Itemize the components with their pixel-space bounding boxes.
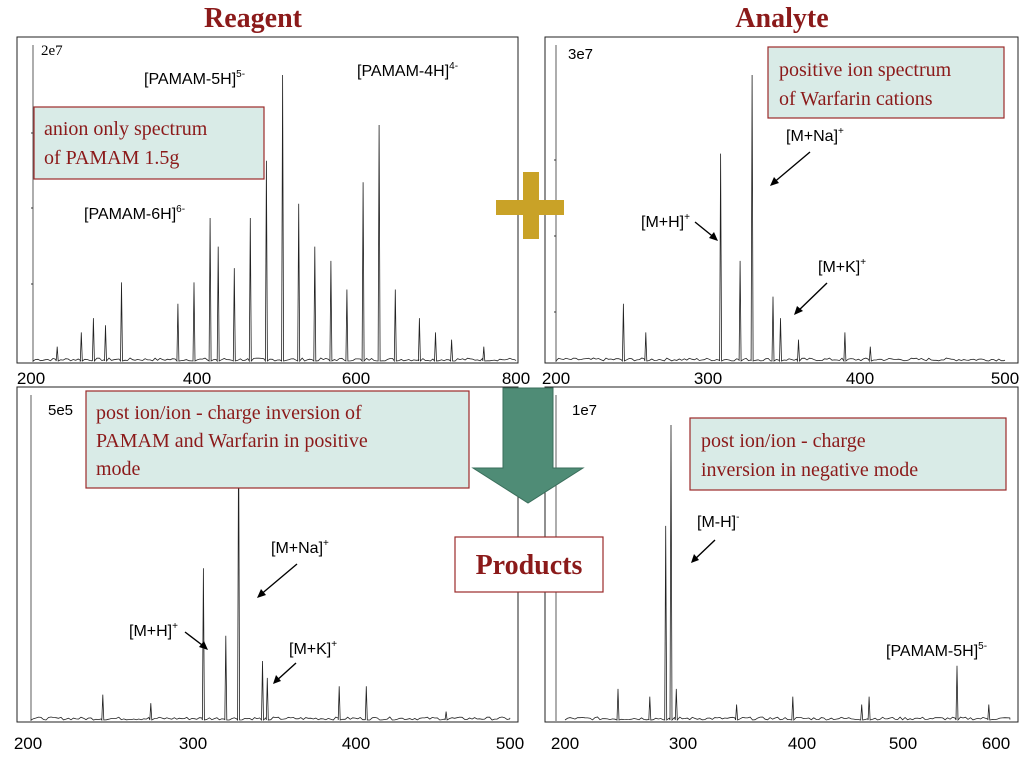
reagent-x-tick: 800 [502, 369, 530, 388]
reagent-x-tick: 600 [342, 369, 370, 388]
peak-label-m-na: [M+Na]+ [786, 126, 844, 145]
plus-icon [496, 172, 564, 239]
analyte-callout: positive ion spectrum of Warfarin cation… [767, 46, 1005, 119]
svg-text:anion only spectrum: anion only spectrum [44, 118, 208, 140]
peak-label-m-h: [M+H]+ [129, 621, 178, 640]
products-heading: Products [476, 550, 583, 581]
positive-x-tick: 500 [496, 734, 524, 753]
negative-x-tick: 300 [669, 734, 697, 753]
analyte-spectrum-trace [555, 74, 1006, 363]
products-label-box: Products [454, 536, 604, 593]
analyte-x-tick: 200 [542, 369, 570, 388]
analyte-x-tick: 300 [694, 369, 722, 388]
peak-label-m-na: [M+Na]+ [271, 538, 329, 557]
positive-products-callout: post ion/ion - charge inversion of PAMAM… [85, 390, 470, 489]
svg-text:inversion in negative mode: inversion in negative mode [701, 459, 918, 481]
negative-intensity-scale: 1e7 [572, 402, 597, 419]
peak-label-m-k: [M+K]+ [818, 257, 866, 276]
analyte-intensity-scale: 3e7 [568, 46, 593, 63]
reagent-spectrum-trace [32, 74, 517, 363]
reagent-y-axis [31, 45, 34, 362]
negative-pointer-arrows [691, 539, 716, 563]
svg-text:positive ion spectrum: positive ion spectrum [779, 59, 952, 81]
negative-product-spectrum-trace [564, 424, 1011, 722]
reagent-x-tick: 200 [17, 369, 45, 388]
peak-label-m-minus-h: [M-H]- [697, 512, 739, 531]
reagent-x-tick: 400 [183, 369, 211, 388]
analyte-x-tick: 400 [846, 369, 874, 388]
positive-intensity-scale: 5e5 [48, 402, 73, 419]
positive-product-spectrum-trace [30, 424, 511, 722]
positive-x-tick: 400 [342, 734, 370, 753]
analyte-heading: Analyte [735, 3, 828, 34]
down-arrow-icon [471, 387, 585, 504]
svg-text:of PAMAM 1.5g: of PAMAM 1.5g [44, 147, 179, 169]
positive-pointer-arrows [184, 563, 298, 684]
positive-x-tick: 200 [14, 734, 42, 753]
peak-label-m-k: [M+K]+ [289, 639, 337, 658]
negative-x-tick: 600 [982, 734, 1010, 753]
analyte-pointer-arrows [694, 151, 828, 315]
positive-x-tick: 300 [179, 734, 207, 753]
peak-label-pamam-5h: [PAMAM-5H]5- [886, 641, 987, 660]
reagent-heading: Reagent [204, 3, 303, 34]
negative-x-tick: 400 [788, 734, 816, 753]
negative-x-tick: 200 [551, 734, 579, 753]
peak-label-pamam-4h: [PAMAM-4H]4- [357, 61, 458, 80]
peak-label-pamam-6h: [PAMAM-6H]6- [84, 204, 185, 223]
svg-text:of Warfarin cations: of Warfarin cations [779, 88, 933, 110]
negative-products-callout: post ion/ion - charge inversion in negat… [689, 417, 1007, 491]
svg-text:mode: mode [96, 458, 141, 480]
svg-text:post ion/ion - charge: post ion/ion - charge [701, 430, 866, 452]
svg-text:post ion/ion - charge inversio: post ion/ion - charge inversion of [96, 402, 362, 424]
peak-label-pamam-5h: [PAMAM-5H]5- [144, 69, 245, 88]
analyte-x-tick: 500 [991, 369, 1019, 388]
peak-label-m-h: [M+H]+ [641, 212, 690, 231]
svg-text:PAMAM and Warfarin in positive: PAMAM and Warfarin in positive [96, 430, 368, 452]
negative-x-tick: 500 [889, 734, 917, 753]
reagent-intensity-scale: 2e7 [41, 43, 63, 59]
reagent-callout: anion only spectrum of PAMAM 1.5g [33, 106, 265, 180]
